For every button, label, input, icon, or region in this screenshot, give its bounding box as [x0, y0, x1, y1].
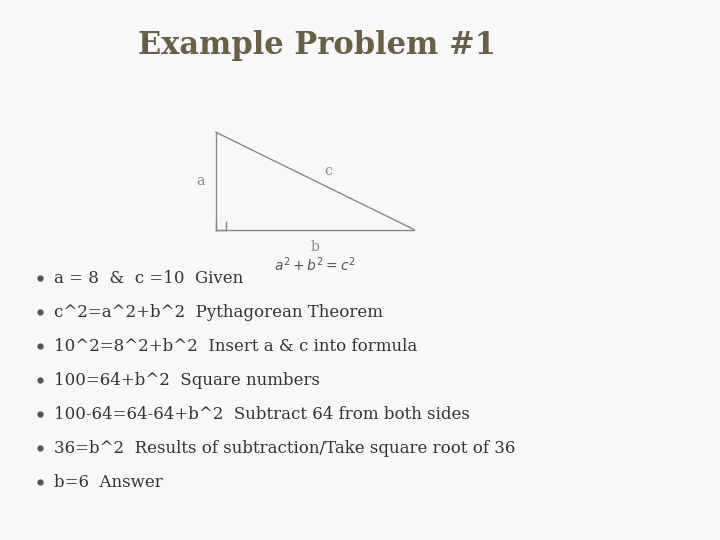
- Text: 36=b^2  Results of subtraction/Take square root of 36: 36=b^2 Results of subtraction/Take squar…: [54, 440, 516, 457]
- Text: Example Problem #1: Example Problem #1: [138, 30, 496, 60]
- Text: 100=64+b^2  Square numbers: 100=64+b^2 Square numbers: [54, 372, 320, 389]
- Text: 10^2=8^2+b^2  Insert a & c into formula: 10^2=8^2+b^2 Insert a & c into formula: [54, 338, 418, 355]
- Text: b: b: [310, 240, 320, 254]
- Text: b=6  Answer: b=6 Answer: [54, 474, 163, 491]
- Text: a: a: [196, 174, 204, 188]
- Text: c: c: [324, 164, 332, 178]
- Bar: [0, 0, 625, 540]
- Text: 100-64=64-64+b^2  Subtract 64 from both sides: 100-64=64-64+b^2 Subtract 64 from both s…: [54, 406, 470, 423]
- Text: a = 8  &  c =10  Given: a = 8 & c =10 Given: [54, 269, 243, 287]
- Text: c^2=a^2+b^2  Pythagorean Theorem: c^2=a^2+b^2 Pythagorean Theorem: [54, 303, 383, 321]
- Text: $a^2 + b^2 = c^2$: $a^2 + b^2 = c^2$: [274, 255, 356, 274]
